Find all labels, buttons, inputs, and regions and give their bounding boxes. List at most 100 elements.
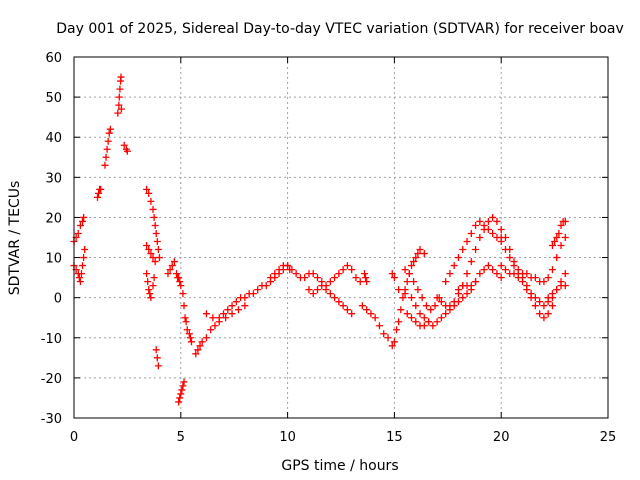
data-point	[179, 290, 187, 298]
data-point	[76, 278, 84, 286]
data-point	[288, 266, 296, 274]
data-point	[388, 270, 396, 278]
data-point	[407, 314, 415, 322]
data-point	[489, 213, 497, 221]
series-arc-16	[305, 282, 356, 318]
data-point	[442, 278, 450, 286]
data-point	[271, 270, 279, 278]
data-point	[105, 129, 113, 137]
data-points	[70, 73, 569, 406]
data-point	[151, 258, 159, 266]
chart-title: Day 001 of 2025, Sidereal Day-to-day VTE…	[56, 21, 624, 37]
data-point	[467, 229, 475, 237]
data-point	[510, 262, 518, 270]
data-point	[314, 286, 322, 294]
series-arc-2	[70, 246, 89, 286]
data-point	[143, 270, 151, 278]
data-point	[476, 234, 484, 241]
data-point	[177, 282, 185, 290]
data-point	[326, 290, 334, 298]
data-point	[484, 217, 492, 225]
data-point	[362, 274, 370, 282]
data-point	[275, 266, 283, 274]
data-point	[170, 258, 178, 266]
data-point	[179, 382, 187, 390]
data-point	[540, 302, 548, 310]
data-point	[292, 270, 300, 278]
data-point	[104, 137, 112, 145]
data-point	[175, 398, 183, 406]
data-point	[145, 246, 153, 254]
series-arc-9	[143, 270, 158, 302]
series-arc-19	[388, 270, 398, 282]
data-point	[548, 242, 556, 250]
data-point	[76, 221, 84, 229]
data-point	[450, 262, 458, 270]
data-point	[115, 101, 123, 109]
data-point	[339, 266, 347, 274]
data-point	[401, 266, 409, 274]
data-point	[548, 302, 556, 310]
data-point	[454, 286, 462, 294]
data-point	[81, 246, 89, 254]
data-point	[420, 314, 428, 322]
data-point	[510, 270, 518, 278]
data-point	[222, 314, 230, 322]
data-point	[397, 306, 405, 314]
data-point	[209, 314, 217, 322]
data-point	[561, 282, 569, 290]
data-point	[186, 334, 194, 342]
data-point	[151, 221, 159, 229]
data-point	[427, 306, 435, 314]
x-tick-label: 15	[386, 430, 403, 445]
series-arc-29	[548, 217, 569, 250]
data-point	[180, 378, 188, 386]
data-point	[561, 270, 569, 278]
data-point	[102, 153, 110, 161]
data-point	[420, 250, 428, 258]
data-point	[106, 125, 114, 133]
data-point	[472, 278, 480, 286]
data-point	[75, 274, 83, 282]
series-arc-30	[544, 282, 569, 302]
y-tick-label: 30	[45, 171, 62, 186]
data-point	[557, 242, 565, 250]
data-point	[97, 185, 105, 193]
data-point	[553, 234, 561, 241]
data-point	[414, 250, 422, 258]
data-point	[147, 250, 155, 258]
data-point	[173, 270, 181, 278]
x-tick-label: 0	[70, 430, 78, 445]
y-tick-label: 0	[54, 292, 62, 307]
data-point	[352, 274, 360, 282]
data-point	[343, 306, 351, 314]
data-point	[339, 302, 347, 310]
data-point	[116, 85, 124, 93]
data-point	[150, 274, 158, 282]
data-point	[360, 270, 368, 278]
data-point	[433, 294, 441, 302]
data-point	[531, 302, 539, 310]
series-arc-10	[152, 346, 162, 370]
data-point	[561, 217, 569, 225]
series-arc-6	[120, 141, 131, 155]
plot-border	[73, 56, 609, 419]
data-point	[425, 318, 433, 326]
data-point	[241, 302, 249, 310]
x-tick-label: 20	[493, 430, 510, 445]
series-arc-26	[454, 278, 480, 294]
data-point	[101, 161, 109, 169]
data-point	[395, 318, 403, 326]
data-point	[318, 282, 326, 290]
y-tick-label: -10	[41, 332, 62, 347]
data-point	[497, 262, 505, 270]
data-point	[497, 234, 505, 241]
data-point	[501, 266, 509, 274]
data-point	[561, 234, 569, 241]
data-point	[192, 350, 200, 358]
data-point	[407, 262, 415, 270]
data-point	[493, 270, 501, 278]
data-point	[363, 306, 371, 314]
data-point	[80, 213, 88, 221]
